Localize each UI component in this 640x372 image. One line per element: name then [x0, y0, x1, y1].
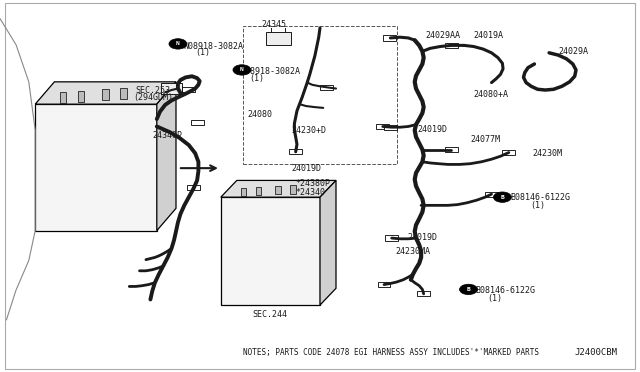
Bar: [445, 43, 458, 48]
Polygon shape: [35, 82, 176, 104]
Bar: [289, 149, 302, 154]
Text: 24077M: 24077M: [470, 135, 500, 144]
Text: (1): (1): [530, 201, 545, 210]
Text: B08146-6122G: B08146-6122G: [475, 286, 535, 295]
Text: NOTES; PARTS CODE 24078 EGI HARNESS ASSY INCLUDES'*'MARKED PARTS: NOTES; PARTS CODE 24078 EGI HARNESS ASSY…: [243, 348, 540, 357]
Text: (1): (1): [195, 48, 210, 57]
Bar: [243, 26, 397, 164]
Text: 24345: 24345: [261, 20, 286, 29]
Bar: [241, 188, 246, 196]
Text: 24080: 24080: [248, 110, 273, 119]
Text: 24029A: 24029A: [558, 47, 588, 56]
Bar: [384, 125, 397, 130]
Text: B08146-6122G: B08146-6122G: [511, 193, 571, 202]
Text: B: B: [467, 287, 470, 292]
Text: N08918-3082A: N08918-3082A: [184, 42, 244, 51]
Bar: [255, 187, 261, 195]
Text: 24340P: 24340P: [152, 131, 182, 140]
Text: 24019D: 24019D: [407, 233, 437, 242]
Text: 24019D: 24019D: [291, 164, 321, 173]
Bar: [187, 185, 200, 190]
Bar: [445, 147, 458, 152]
Circle shape: [169, 39, 187, 49]
Text: SEC.253: SEC.253: [135, 86, 170, 94]
Bar: [60, 92, 66, 103]
Bar: [266, 32, 291, 45]
Bar: [376, 124, 389, 129]
Text: 24019A: 24019A: [474, 31, 504, 40]
Bar: [120, 88, 127, 99]
Bar: [502, 150, 515, 155]
Text: 24019D: 24019D: [417, 125, 447, 134]
Polygon shape: [157, 82, 176, 231]
Bar: [191, 120, 204, 125]
Circle shape: [493, 192, 511, 202]
Text: B: B: [500, 195, 504, 200]
Bar: [385, 235, 398, 241]
Text: 24230MA: 24230MA: [396, 247, 431, 256]
Bar: [378, 282, 390, 287]
Bar: [320, 85, 333, 90]
Bar: [102, 89, 109, 100]
Bar: [485, 192, 498, 197]
Polygon shape: [221, 180, 336, 197]
Bar: [78, 91, 84, 102]
Text: 24029AA: 24029AA: [425, 31, 460, 40]
Text: N: N: [240, 67, 244, 73]
Text: (1): (1): [488, 294, 502, 303]
Text: J2400CBM: J2400CBM: [575, 348, 618, 357]
Bar: [275, 186, 281, 195]
Bar: [383, 35, 396, 41]
Text: *24380P: *24380P: [296, 179, 331, 187]
Text: *24340: *24340: [296, 188, 326, 197]
Bar: [291, 185, 296, 194]
Polygon shape: [221, 197, 320, 305]
Text: 24230+D: 24230+D: [291, 126, 326, 135]
Text: N: N: [176, 41, 180, 46]
Bar: [182, 87, 195, 92]
Text: N08918-3082A: N08918-3082A: [240, 67, 300, 76]
Polygon shape: [35, 104, 157, 231]
Text: 24080+A: 24080+A: [474, 90, 509, 99]
Text: 24230M: 24230M: [532, 149, 563, 158]
Bar: [161, 83, 182, 94]
Text: (1): (1): [250, 74, 264, 83]
Text: SEC.244: SEC.244: [253, 310, 288, 319]
Text: (294GDM): (294GDM): [133, 93, 173, 102]
Bar: [417, 291, 430, 296]
Circle shape: [460, 284, 477, 295]
Circle shape: [233, 65, 251, 75]
Polygon shape: [320, 180, 336, 305]
